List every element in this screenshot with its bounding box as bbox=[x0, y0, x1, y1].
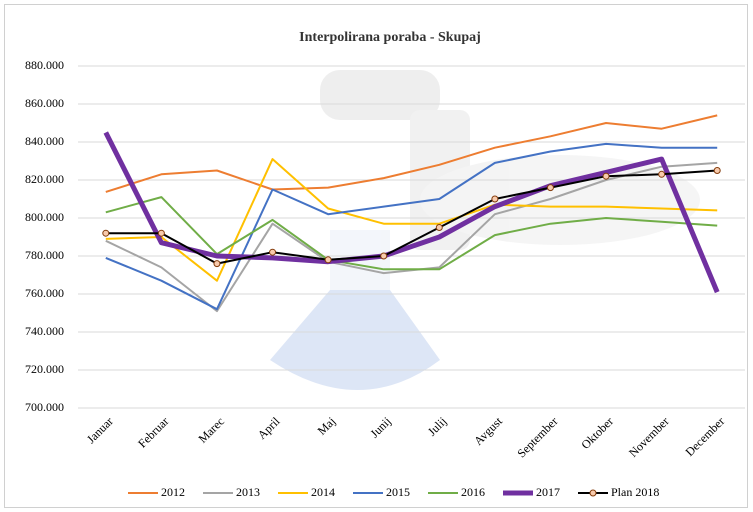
point-marker bbox=[547, 185, 553, 191]
point-marker bbox=[603, 173, 609, 179]
legend-marker bbox=[590, 490, 596, 496]
y-tick-label: 700.000 bbox=[25, 400, 64, 414]
point-marker bbox=[436, 225, 442, 231]
point-marker bbox=[158, 230, 164, 236]
chart-title: Interpolirana poraba - Skupaj bbox=[299, 30, 481, 45]
page: {"chart_data": {"type": "line", "title":… bbox=[0, 0, 753, 512]
y-tick-label: 860.000 bbox=[25, 96, 64, 110]
point-marker bbox=[492, 196, 498, 202]
legend-label: 2015 bbox=[386, 485, 410, 499]
legend-label: 2014 bbox=[311, 485, 335, 499]
legend-label: Plan 2018 bbox=[611, 485, 659, 499]
point-marker bbox=[103, 230, 109, 236]
legend-label: 2016 bbox=[461, 485, 485, 499]
y-tick-label: 840.000 bbox=[25, 134, 64, 148]
y-tick-label: 820.000 bbox=[25, 172, 64, 186]
y-tick-label: 880.000 bbox=[25, 58, 64, 72]
point-marker bbox=[659, 171, 665, 177]
y-tick-label: 780.000 bbox=[25, 248, 64, 262]
legend-label: 2012 bbox=[161, 485, 185, 499]
y-tick-label: 760.000 bbox=[25, 286, 64, 300]
point-marker bbox=[325, 257, 331, 263]
legend-label: 2017 bbox=[536, 485, 560, 499]
point-marker bbox=[214, 261, 220, 267]
y-tick-label: 740.000 bbox=[25, 324, 64, 338]
y-tick-label: 800.000 bbox=[25, 210, 64, 224]
chart: Interpolirana poraba - Skupaj 700.000 720… bbox=[0, 0, 753, 512]
point-marker bbox=[714, 168, 720, 174]
y-tick-label: 720.000 bbox=[25, 362, 64, 376]
legend-label: 2013 bbox=[236, 485, 260, 499]
point-marker bbox=[381, 253, 387, 259]
point-marker bbox=[270, 249, 276, 255]
